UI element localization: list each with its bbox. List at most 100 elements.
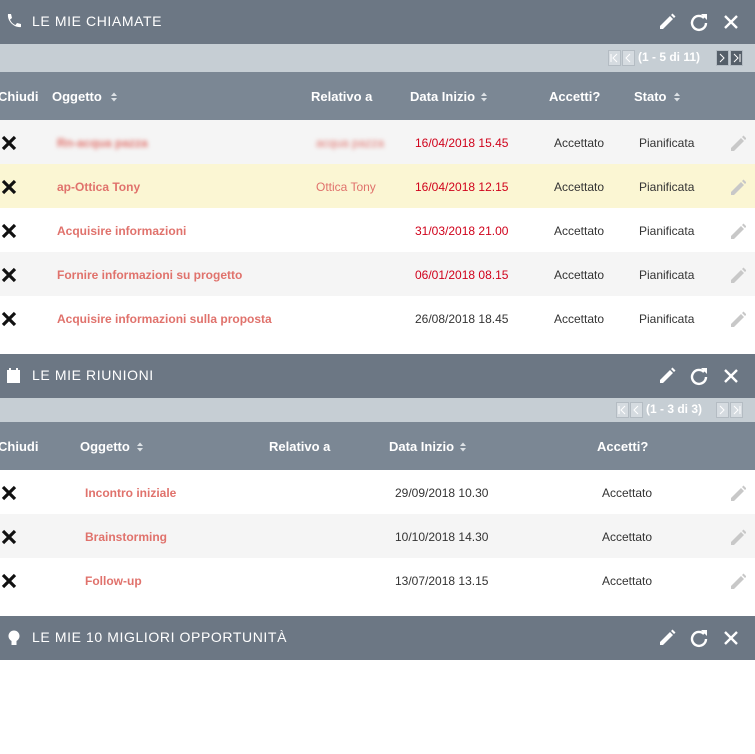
ogg-cell[interactable]: ap-Ottica Tony xyxy=(57,180,141,194)
ogg-cell[interactable]: Rn-acqua pazza xyxy=(57,136,148,150)
close-activity-button[interactable] xyxy=(1,485,17,501)
column-header[interactable]: Stato xyxy=(634,89,667,104)
sort-icon[interactable] xyxy=(673,92,681,102)
edit-row-button[interactable] xyxy=(728,134,746,152)
stato-cell: Pianificata xyxy=(639,312,695,326)
edit-button[interactable] xyxy=(657,628,677,648)
dashlet-title: LE MIE 10 MIGLIORI OPPORTUNITÀ xyxy=(32,629,288,645)
stato-cell: Pianificata xyxy=(639,136,695,150)
dashlet-title: LE MIE RIUNIONI xyxy=(32,367,154,383)
dashlet-icon xyxy=(7,14,21,28)
table-row: Acquisire informazioni sulla proposta 26/… xyxy=(0,296,755,340)
column-header[interactable]: Data Inizio xyxy=(410,89,476,104)
rel-cell[interactable]: Ottica Tony xyxy=(316,180,376,194)
refresh-button[interactable] xyxy=(689,628,709,648)
dashlet: LE MIE CHIAMATE (1 - 5 di 11) Chiudi Oggett… xyxy=(0,0,755,340)
first-page-button[interactable] xyxy=(616,402,629,418)
last-page-button[interactable] xyxy=(730,50,743,66)
column-header[interactable]: Oggetto xyxy=(80,439,130,454)
date-cell: 29/09/2018 10.30 xyxy=(395,486,489,500)
acc-cell: Accettato xyxy=(554,224,605,238)
column-header[interactable]: Accetti? xyxy=(549,89,601,104)
dashlet-title: LE MIE CHIAMATE xyxy=(32,13,163,29)
close-activity-button[interactable] xyxy=(1,529,17,545)
edit-row-button[interactable] xyxy=(728,178,746,196)
next-page-button[interactable] xyxy=(716,50,729,66)
sort-icon[interactable] xyxy=(110,92,118,102)
edit-button[interactable] xyxy=(657,12,677,32)
edit-row-button[interactable] xyxy=(728,266,746,284)
acc-cell: Accettato xyxy=(602,530,653,544)
stato-cell: Pianificata xyxy=(639,180,695,194)
close-button[interactable] xyxy=(722,13,740,31)
close-activity-button[interactable] xyxy=(1,311,17,327)
acc-cell: Accettato xyxy=(554,268,605,282)
acc-cell: Accettato xyxy=(554,136,605,150)
edit-row-button[interactable] xyxy=(728,572,746,590)
ogg-cell[interactable]: Acquisire informazioni xyxy=(57,224,187,238)
date-cell: 26/08/2018 18.45 xyxy=(415,312,509,326)
date-cell: 10/10/2018 14.30 xyxy=(395,530,489,544)
ogg-cell[interactable]: Brainstorming xyxy=(85,530,168,544)
ogg-cell[interactable]: Follow-up xyxy=(85,574,142,588)
column-header[interactable]: Oggetto xyxy=(52,89,102,104)
close-activity-button[interactable] xyxy=(1,223,17,239)
date-cell: 16/04/2018 15.45 xyxy=(415,136,509,150)
rel-cell[interactable]: acqua pazza xyxy=(316,136,385,150)
close-activity-button[interactable] xyxy=(1,573,17,589)
edit-row-button[interactable] xyxy=(728,222,746,240)
sort-icon[interactable] xyxy=(136,442,144,452)
refresh-button[interactable] xyxy=(689,366,709,386)
ogg-cell[interactable]: Incontro iniziale xyxy=(85,486,177,500)
first-page-button[interactable] xyxy=(608,50,621,66)
close-activity-button[interactable] xyxy=(1,179,17,195)
acc-cell: Accettato xyxy=(554,312,605,326)
close-button[interactable] xyxy=(722,629,740,647)
prev-page-button[interactable] xyxy=(630,402,643,418)
dashlet: LE MIE 10 MIGLIORI OPPORTUNITÀ xyxy=(0,616,755,660)
edit-button[interactable] xyxy=(657,366,677,386)
ogg-cell[interactable]: Fornire informazioni su progetto xyxy=(57,268,243,282)
column-header: Chiudi xyxy=(0,89,39,104)
date-cell: 06/01/2018 08.15 xyxy=(415,268,509,282)
sort-icon[interactable] xyxy=(480,92,488,102)
edit-row-button[interactable] xyxy=(728,310,746,328)
prev-page-button[interactable] xyxy=(622,50,635,66)
page: (() => { const data = JSON.parse(documen… xyxy=(0,0,755,660)
table-row: Fornire informazioni su progetto 06/01/20… xyxy=(0,252,755,296)
column-header: Chiudi xyxy=(0,439,39,454)
pagination-bar: (1 - 3 di 3) xyxy=(0,398,755,422)
edit-row-button[interactable] xyxy=(728,484,746,502)
dashlet-header: LE MIE RIUNIONI xyxy=(0,354,755,398)
acc-cell: Accettato xyxy=(554,180,605,194)
close-button[interactable] xyxy=(722,367,740,385)
table-row: Incontro iniziale 29/09/2018 10.30 Accetta… xyxy=(0,470,755,514)
ogg-cell[interactable]: Acquisire informazioni sulla proposta xyxy=(57,312,272,326)
column-headers: Chiudi Oggetto Relativo a Data Inizio Accett… xyxy=(0,72,755,120)
date-cell: 16/04/2018 12.15 xyxy=(415,180,509,194)
pagination-text: (1 - 3 di 3) xyxy=(646,402,703,416)
last-page-button[interactable] xyxy=(730,402,743,418)
pagination-bar: (1 - 5 di 11) xyxy=(0,44,755,72)
column-headers: Chiudi Oggetto Relativo a Data Inizio Accett… xyxy=(0,422,755,470)
sort-icon[interactable] xyxy=(459,442,467,452)
acc-cell: Accettato xyxy=(602,486,653,500)
table-row: Brainstorming 10/10/2018 14.30 Accettato xyxy=(0,514,755,558)
close-activity-button[interactable] xyxy=(1,267,17,283)
column-header[interactable]: Data Inizio xyxy=(389,439,455,454)
date-cell: 31/03/2018 21.00 xyxy=(415,224,509,238)
column-header[interactable]: Accetti? xyxy=(597,439,649,454)
dashlet-header: LE MIE 10 MIGLIORI OPPORTUNITÀ xyxy=(0,616,755,660)
next-page-button[interactable] xyxy=(716,402,729,418)
table-row: ap-Ottica Tony Ottica Tony 16/04/2018 12.1… xyxy=(0,164,755,208)
dashlet-icon xyxy=(8,630,20,645)
dashlet-icon xyxy=(7,368,20,383)
refresh-button[interactable] xyxy=(689,12,709,32)
acc-cell: Accettato xyxy=(602,574,653,588)
column-header[interactable]: Relativo a xyxy=(269,439,331,454)
table-row: Follow-up 13/07/2018 13.15 Accettato xyxy=(0,558,755,602)
edit-row-button[interactable] xyxy=(728,528,746,546)
column-header[interactable]: Relativo a xyxy=(311,89,373,104)
close-activity-button[interactable] xyxy=(1,135,17,151)
stato-cell: Pianificata xyxy=(639,224,695,238)
